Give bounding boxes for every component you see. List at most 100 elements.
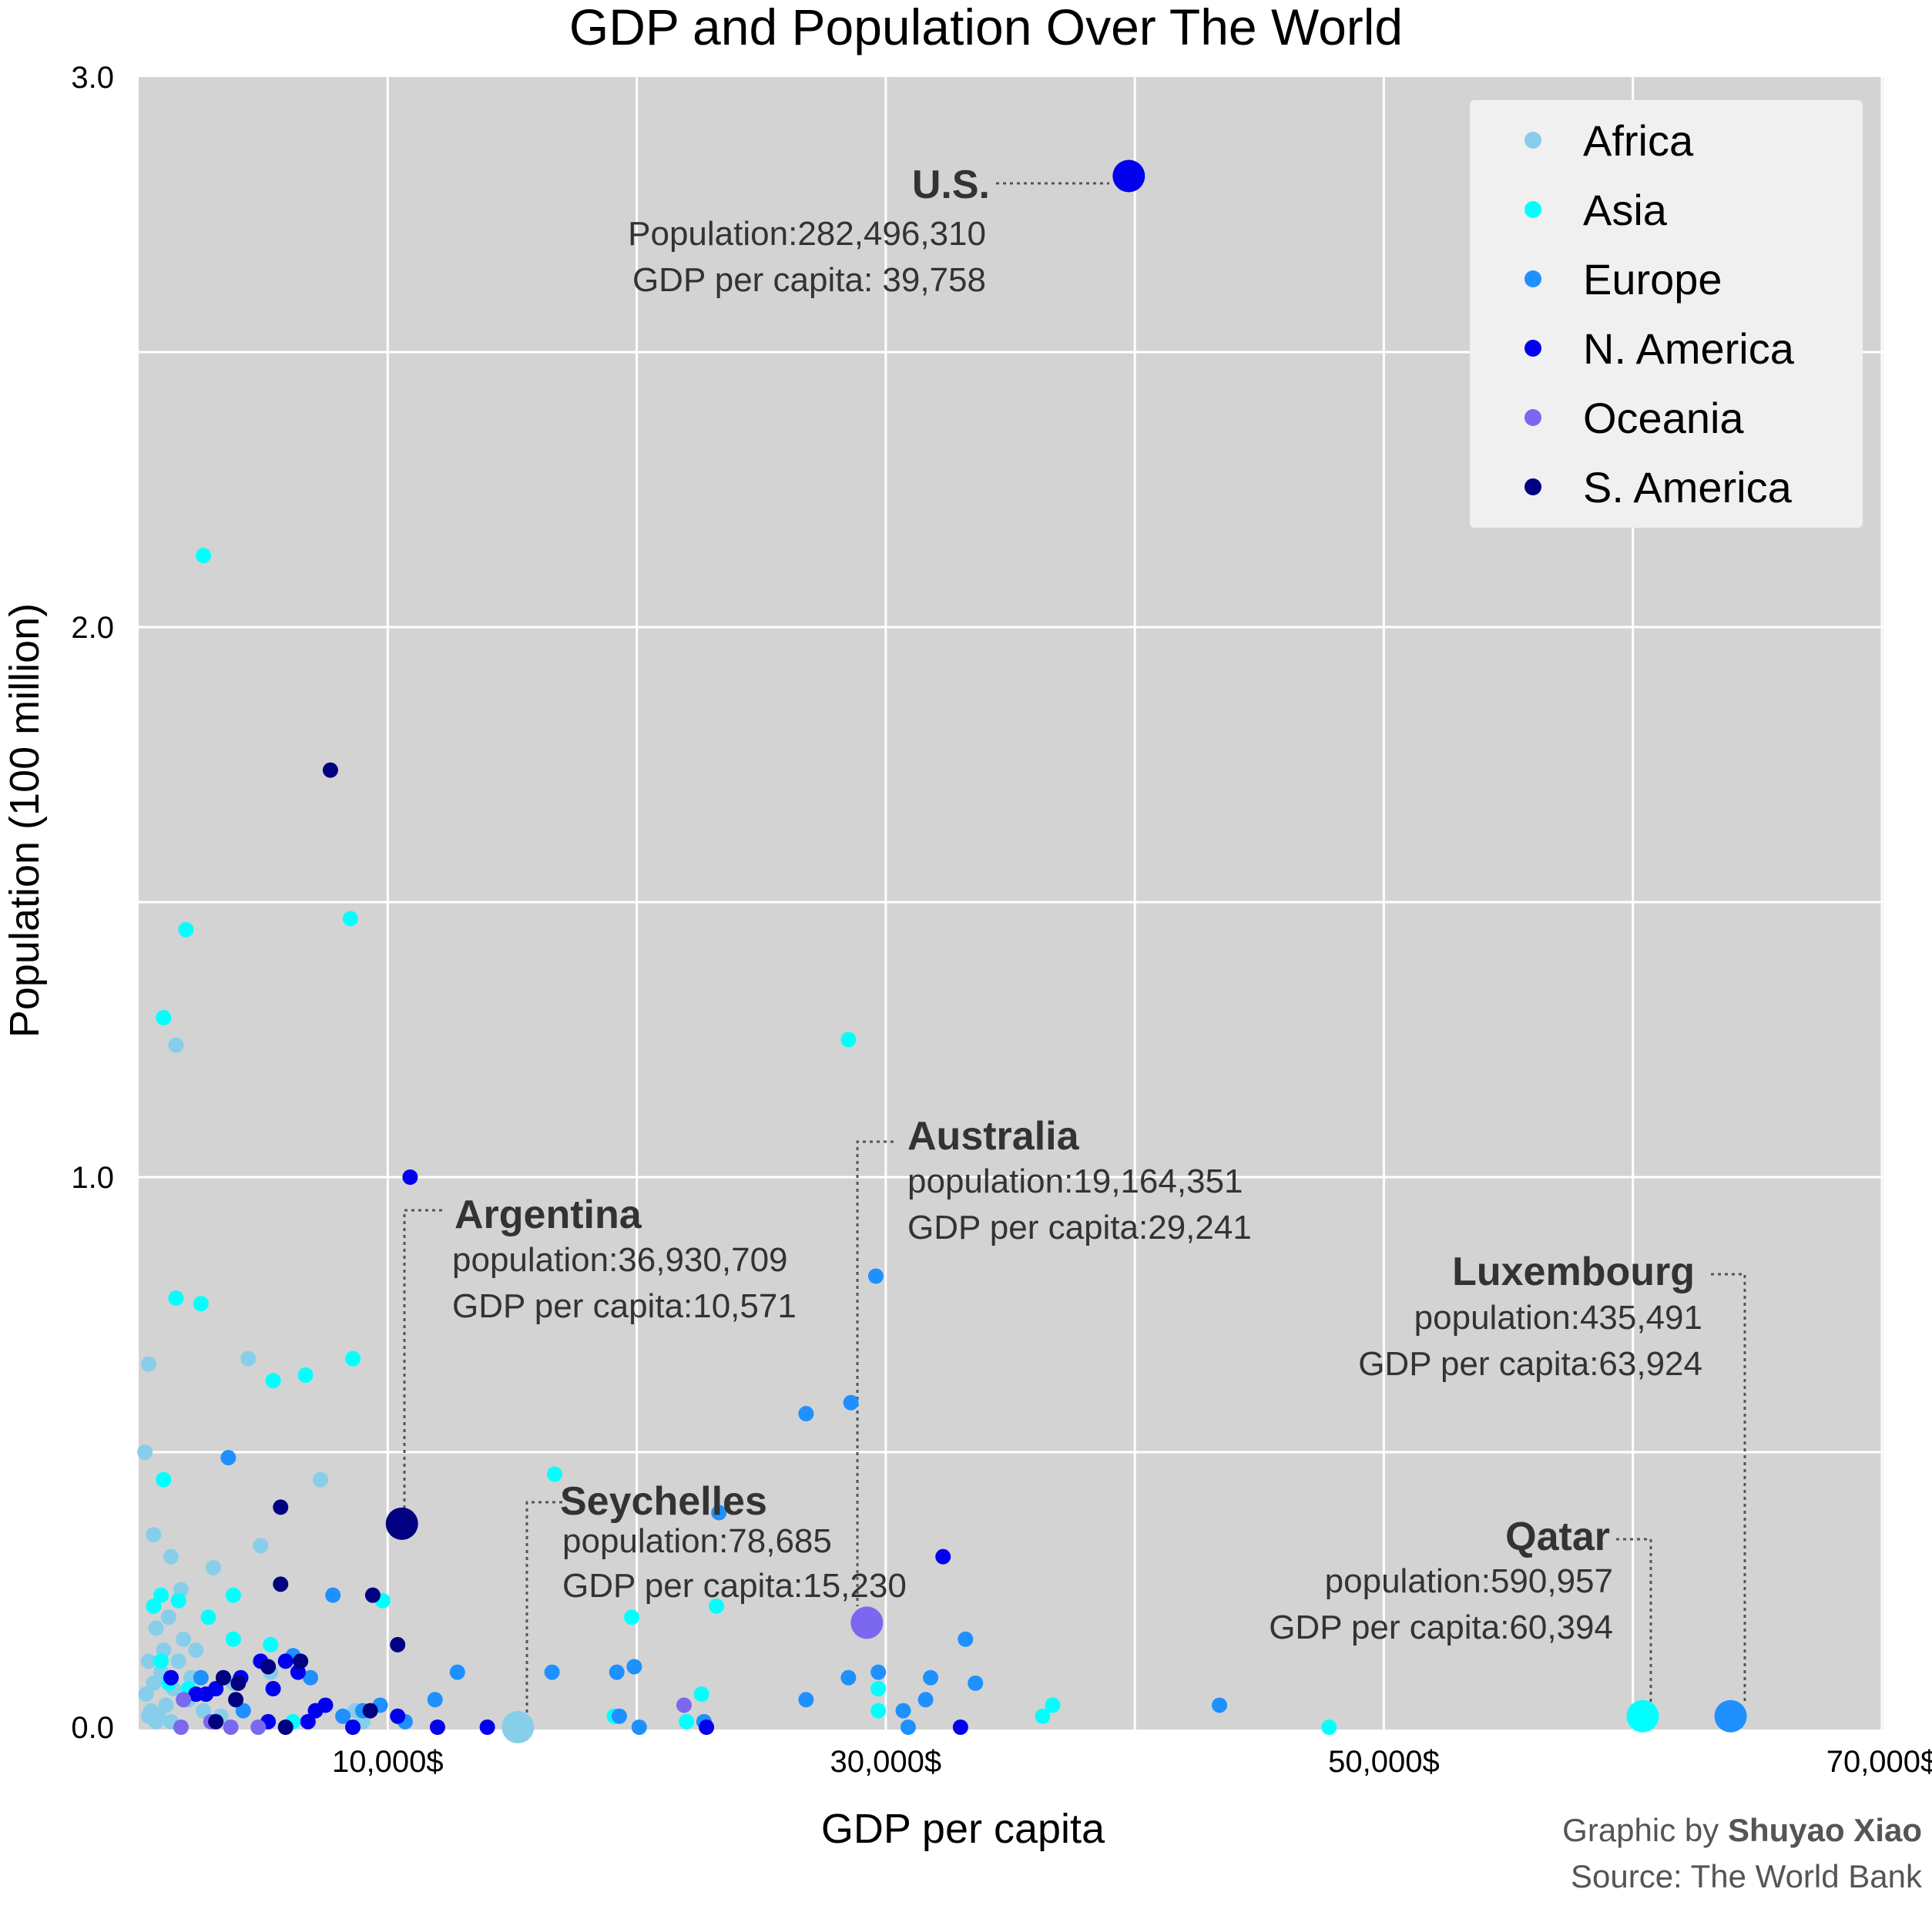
data-point bbox=[140, 1356, 156, 1372]
data-point bbox=[312, 1471, 328, 1488]
data-point bbox=[263, 1636, 279, 1652]
highlighted-point bbox=[1112, 159, 1145, 193]
data-point bbox=[935, 1548, 951, 1565]
x-tick-label: 50,000$ bbox=[1328, 1745, 1440, 1779]
data-point bbox=[1035, 1708, 1051, 1724]
data-point bbox=[342, 911, 358, 927]
data-point bbox=[153, 1653, 169, 1669]
highlighted-point bbox=[501, 1711, 535, 1743]
data-point bbox=[146, 1598, 162, 1614]
data-point bbox=[146, 1527, 162, 1543]
annotation-line: population:435,491 bbox=[1414, 1299, 1702, 1337]
data-point bbox=[265, 1373, 281, 1389]
data-point bbox=[345, 1350, 361, 1367]
data-point bbox=[228, 1692, 244, 1708]
data-point bbox=[193, 1669, 209, 1686]
data-point bbox=[138, 1686, 154, 1703]
annotation-title: Luxembourg bbox=[1452, 1250, 1695, 1294]
data-point bbox=[225, 1587, 241, 1603]
legend-marker bbox=[1524, 340, 1541, 357]
leader-line bbox=[1616, 1538, 1652, 1703]
data-point bbox=[148, 1620, 164, 1636]
credit-line: Graphic by Shuyao Xiao bbox=[1562, 1812, 1922, 1848]
credit-prefix: Graphic by bbox=[1562, 1812, 1728, 1848]
data-point bbox=[626, 1659, 642, 1675]
legend-label: Asia bbox=[1583, 186, 1668, 234]
data-point bbox=[170, 1653, 186, 1669]
data-point bbox=[297, 1367, 314, 1384]
data-point bbox=[170, 1592, 186, 1609]
data-point bbox=[156, 1471, 172, 1488]
data-point bbox=[215, 1669, 231, 1686]
annotation-line: population:36,930,709 bbox=[452, 1241, 788, 1279]
data-point bbox=[345, 1719, 361, 1735]
annotation-line: GDP per capita:60,394 bbox=[1269, 1609, 1613, 1646]
data-point bbox=[429, 1719, 445, 1735]
data-point bbox=[679, 1713, 695, 1730]
annotation-line: Population:282,496,310 bbox=[628, 215, 986, 253]
annotation-line: GDP per capita:10,571 bbox=[452, 1287, 797, 1325]
data-point bbox=[544, 1664, 560, 1680]
data-point bbox=[193, 1296, 209, 1312]
legend-marker bbox=[1524, 409, 1541, 426]
credit-author: Shuyao Xiao bbox=[1728, 1812, 1922, 1848]
data-point bbox=[958, 1631, 974, 1647]
grid bbox=[139, 77, 1883, 1730]
data-point bbox=[900, 1719, 916, 1735]
data-point bbox=[624, 1609, 640, 1626]
legend-label: Africa bbox=[1583, 116, 1694, 165]
data-point bbox=[923, 1669, 939, 1686]
data-point bbox=[250, 1719, 267, 1735]
highlighted-point bbox=[850, 1606, 884, 1639]
data-point bbox=[208, 1713, 224, 1730]
data-point bbox=[188, 1686, 204, 1703]
annotation-line: GDP per capita:63,924 bbox=[1358, 1345, 1702, 1383]
data-point bbox=[1321, 1719, 1337, 1735]
annotation-leaders bbox=[403, 182, 1746, 1719]
data-point bbox=[798, 1406, 814, 1422]
leader-line bbox=[525, 1501, 562, 1719]
data-point bbox=[163, 1548, 179, 1565]
data-point bbox=[196, 548, 212, 564]
data-point bbox=[273, 1499, 289, 1515]
data-point bbox=[178, 921, 194, 938]
data-point bbox=[253, 1538, 269, 1554]
data-point bbox=[676, 1697, 692, 1713]
data-points bbox=[137, 159, 1747, 1743]
data-point bbox=[265, 1681, 281, 1697]
data-point bbox=[277, 1653, 293, 1669]
legend-marker bbox=[1524, 132, 1541, 149]
data-point bbox=[200, 1609, 216, 1626]
data-point bbox=[390, 1708, 406, 1724]
data-point bbox=[173, 1719, 189, 1735]
data-point bbox=[631, 1719, 647, 1735]
data-point bbox=[699, 1719, 715, 1735]
data-point bbox=[205, 1559, 221, 1575]
data-point bbox=[176, 1631, 192, 1647]
data-point bbox=[479, 1719, 495, 1735]
data-point bbox=[137, 1444, 153, 1460]
data-point bbox=[277, 1719, 293, 1735]
data-point bbox=[293, 1653, 309, 1669]
data-point bbox=[968, 1675, 984, 1691]
highlighted-point bbox=[1626, 1699, 1659, 1733]
data-point bbox=[546, 1466, 562, 1482]
data-point bbox=[140, 1708, 156, 1724]
chart-title: GDP and Population Over The World bbox=[569, 0, 1403, 55]
data-point bbox=[156, 1009, 172, 1025]
data-point bbox=[223, 1719, 239, 1735]
data-point bbox=[693, 1686, 709, 1703]
annotation-title: Argentina bbox=[454, 1193, 642, 1237]
data-point bbox=[240, 1350, 257, 1367]
data-point bbox=[609, 1664, 625, 1680]
x-tick-label: 10,000$ bbox=[332, 1745, 444, 1779]
legend-label: Europe bbox=[1583, 255, 1722, 304]
data-point bbox=[952, 1719, 968, 1735]
data-point bbox=[798, 1692, 814, 1708]
y-tick-label: 0.0 bbox=[71, 1711, 114, 1745]
data-point bbox=[709, 1598, 725, 1614]
legend-label: S. America bbox=[1583, 463, 1793, 512]
data-point bbox=[225, 1631, 241, 1647]
data-point bbox=[895, 1703, 911, 1719]
y-tick-label: 1.0 bbox=[71, 1161, 114, 1195]
